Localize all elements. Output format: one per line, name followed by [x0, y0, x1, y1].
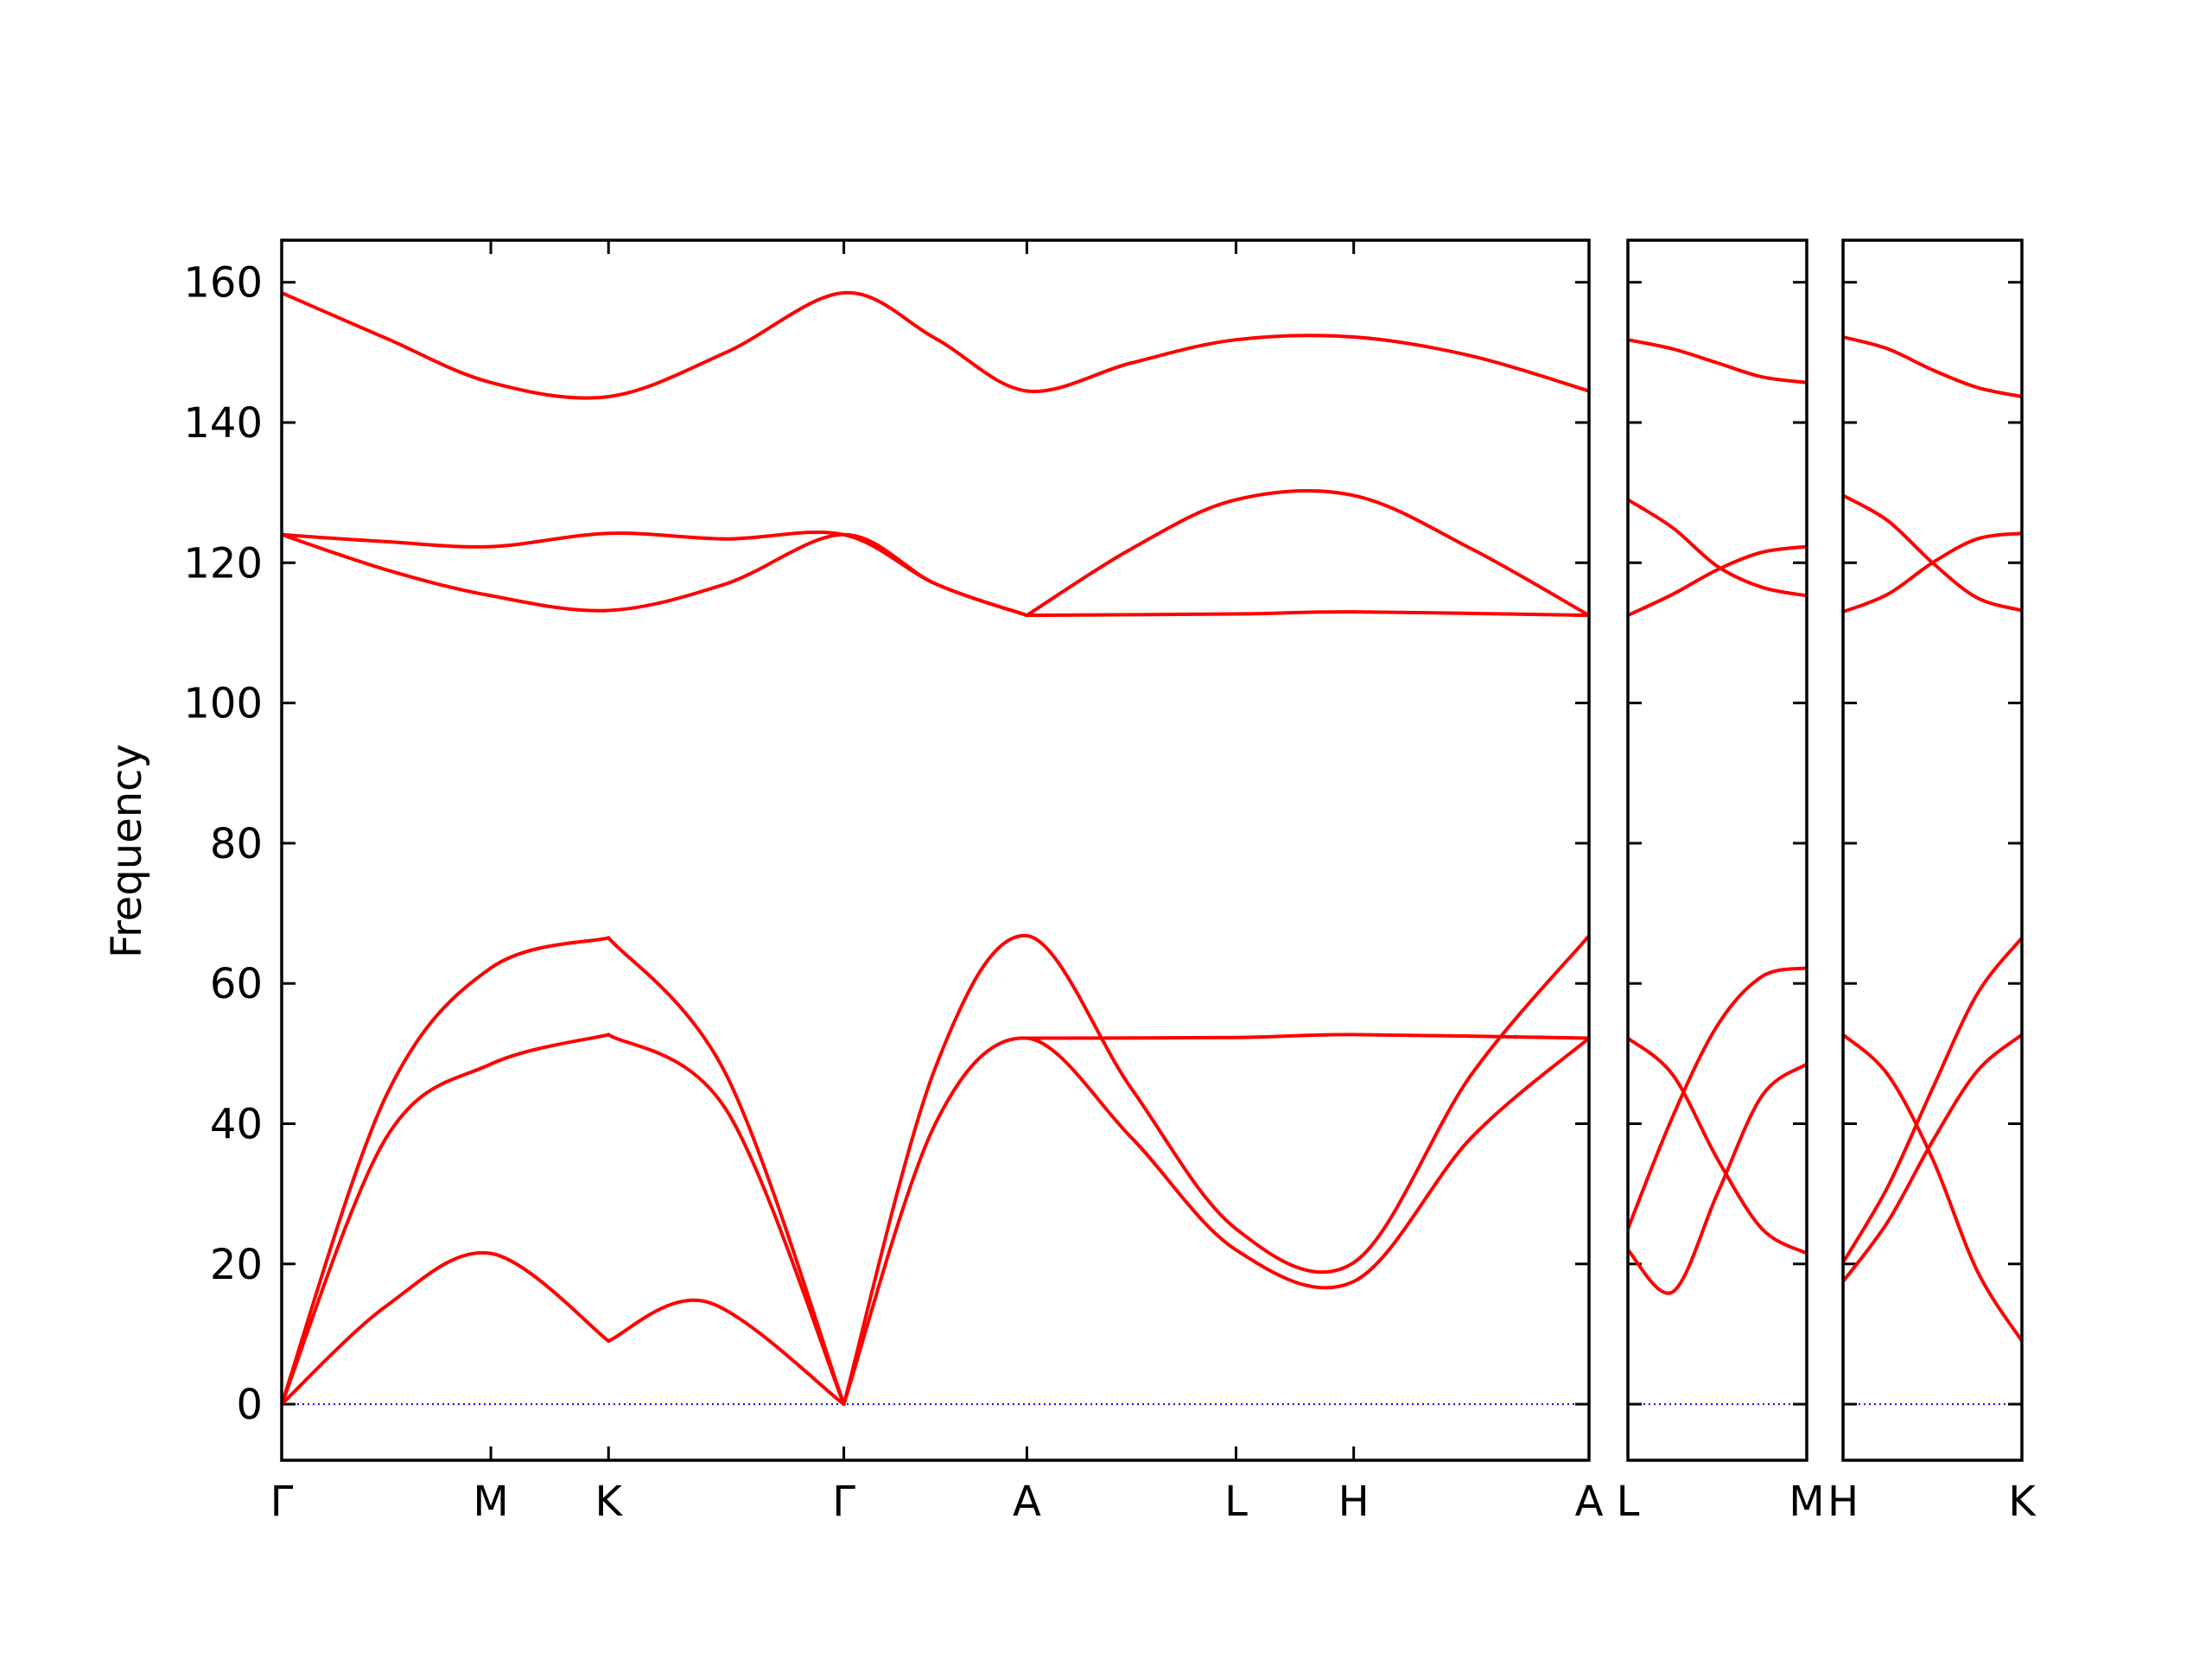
panel-1: Γ M K Γ A L H A 0 20 40 60 80 100 120 140 160	[183, 238, 1604, 1526]
x-tick-label: A	[1013, 1478, 1041, 1526]
y-tick-label: 140	[183, 399, 263, 448]
y-tick-label: 100	[183, 680, 263, 728]
phonon-band	[282, 1033, 611, 1407]
x-tick-label: Γ	[832, 1478, 855, 1526]
phonon-band	[1628, 498, 1807, 598]
phonon-band	[1843, 531, 2022, 614]
phonon-band	[1843, 1033, 2022, 1284]
phonon-band	[607, 1298, 846, 1407]
x-tick-label: H	[1338, 1478, 1370, 1526]
phonon-band	[1025, 489, 1589, 618]
phonon-band	[1628, 966, 1807, 1231]
y-tick-label: 60	[210, 960, 263, 1008]
phonon-band	[1628, 1036, 1807, 1255]
y-tick-label: 120	[183, 539, 263, 588]
x-tick-label: K	[2008, 1478, 2037, 1526]
x-tick-label: L	[1224, 1478, 1248, 1526]
x-tick-label: L	[1617, 1478, 1640, 1526]
phonon-band	[842, 933, 1589, 1407]
phonon-band	[1628, 544, 1807, 618]
y-tick-label: 80	[210, 820, 263, 868]
panel-frame	[1626, 238, 1808, 1462]
phonon-band	[1628, 338, 1807, 385]
x-tick-label: Γ	[270, 1478, 294, 1526]
phonon-band	[842, 1036, 1589, 1407]
x-tick-label: M	[1789, 1478, 1824, 1526]
bands	[1843, 335, 2022, 1343]
x-tick-label: A	[1575, 1478, 1604, 1526]
phonon-band	[1025, 1033, 1589, 1040]
y-tick-label: 160	[183, 259, 263, 308]
phonon-band	[1628, 1062, 1807, 1295]
bands	[282, 290, 1589, 1407]
phonon-band	[282, 1250, 611, 1407]
phonon-band	[1843, 335, 2022, 398]
x-tick-label: K	[595, 1478, 624, 1526]
phonon-band	[282, 530, 1029, 618]
y-tick-label: 40	[210, 1100, 263, 1148]
panel-frame	[1841, 238, 2024, 1462]
x-tick-label: H	[1827, 1478, 1859, 1526]
phonon-band	[607, 936, 846, 1407]
phonon-band	[1843, 493, 2022, 613]
phonon-band	[282, 936, 611, 1407]
phonon-band	[1843, 1033, 2022, 1343]
bands	[1628, 338, 1807, 1295]
panel-frame	[280, 238, 1591, 1462]
phonon-band	[607, 1033, 846, 1407]
phonon-band	[1843, 936, 2022, 1265]
phonon-band	[282, 532, 1029, 618]
phonon-band	[1025, 610, 1589, 618]
phonon-band	[282, 290, 1589, 400]
y-axis-label: Frequency	[103, 744, 151, 958]
x-tick-label: M	[473, 1478, 508, 1526]
y-tick-label: 20	[210, 1241, 263, 1289]
y-tick-label: 0	[236, 1381, 263, 1429]
